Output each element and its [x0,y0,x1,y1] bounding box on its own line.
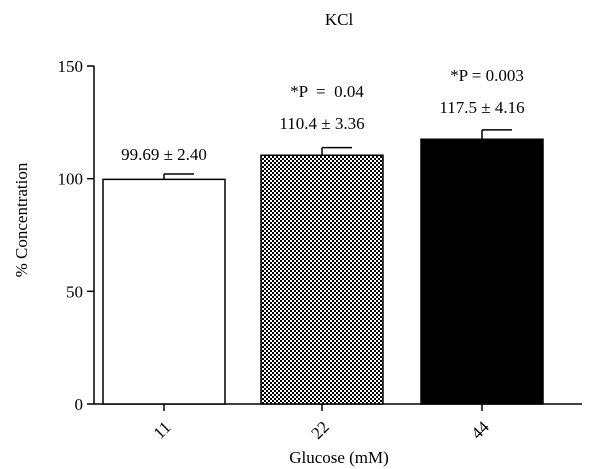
bar-22 [260,154,384,405]
bar-44 [420,138,544,405]
x-tick-label: 44 [467,417,493,443]
y-tick-label: 50 [66,282,83,301]
y-axis-label: % Concentration [12,162,31,277]
x-tick-label: 22 [307,417,332,442]
p-value-label: *P = 0.003 [450,66,524,85]
bars [102,129,544,405]
value-label: 110.4 ± 3.36 [279,114,364,133]
bar-labels: 99.69 ± 2.40 110.4 ± 3.36 *P = 0.04 117.5 ±… [121,66,525,164]
value-label: 117.5 ± 4.16 [439,98,524,117]
bar-11 [102,178,226,405]
p-value-label: *P = 0.04 [290,82,364,101]
y-tick-label: 150 [58,57,84,76]
chart-title: KCl [325,10,354,29]
x-axis-label: Glucose (mM) [289,448,389,467]
y-ticks: 0 50 100 150 [58,57,94,414]
x-ticks: 11 22 44 [150,404,493,443]
y-tick-label: 100 [58,170,84,189]
value-label: 99.69 ± 2.40 [121,145,207,164]
x-tick-label: 11 [150,418,175,443]
y-tick-label: 0 [75,395,84,414]
